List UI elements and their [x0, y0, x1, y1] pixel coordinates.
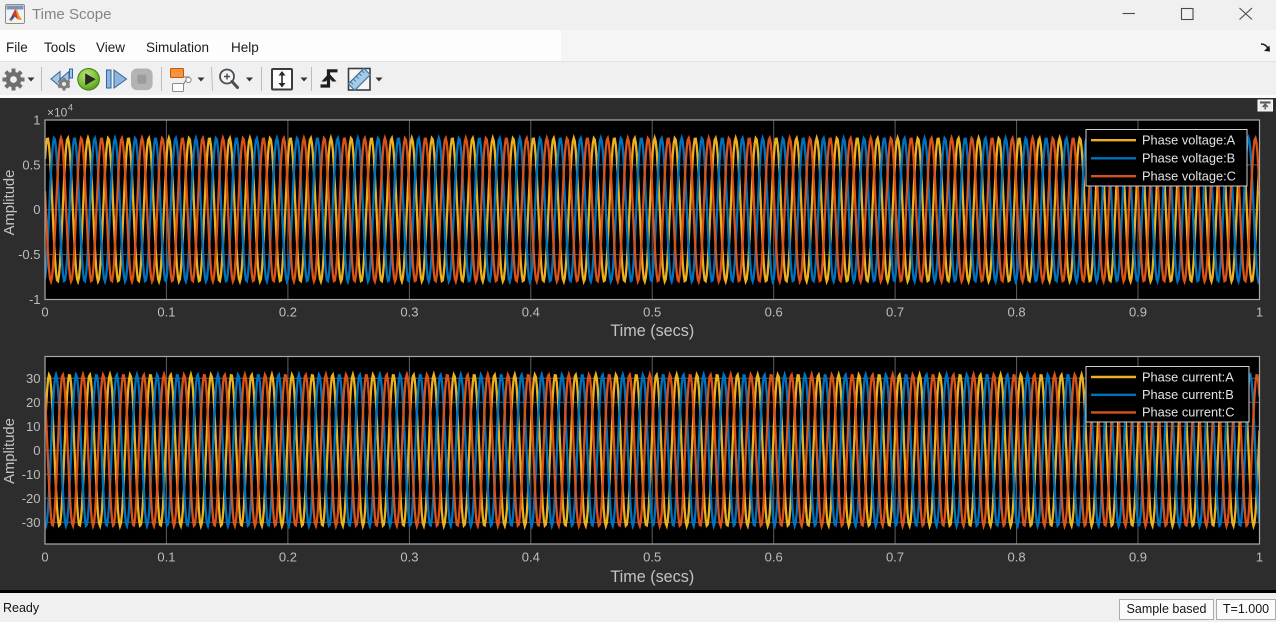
svg-text:0.9: 0.9 [1129, 550, 1147, 565]
svg-text:0.3: 0.3 [400, 550, 418, 565]
svg-text:0: 0 [41, 305, 48, 320]
svg-text:0.4: 0.4 [522, 305, 540, 320]
svg-text:30: 30 [26, 371, 40, 386]
svg-text:0.9: 0.9 [1129, 305, 1147, 320]
svg-text:10: 10 [26, 419, 40, 434]
svg-text:0.6: 0.6 [765, 305, 783, 320]
svg-text:-20: -20 [22, 491, 41, 506]
svg-text:0.2: 0.2 [279, 305, 297, 320]
svg-text:0.1: 0.1 [157, 550, 175, 565]
svg-text:1: 1 [1256, 550, 1263, 565]
svg-text:0.5: 0.5 [643, 305, 661, 320]
svg-text:4: 4 [68, 103, 73, 113]
svg-text:0: 0 [41, 550, 48, 565]
svg-text:0.1: 0.1 [157, 305, 175, 320]
svg-text:0.4: 0.4 [522, 550, 540, 565]
svg-text:0.8: 0.8 [1008, 305, 1026, 320]
svg-text:×10: ×10 [47, 106, 68, 120]
svg-text:Phase voltage:B: Phase voltage:B [1142, 151, 1235, 166]
svg-text:0.8: 0.8 [1008, 550, 1026, 565]
svg-text:-30: -30 [22, 515, 41, 530]
svg-text:Phase current:C: Phase current:C [1142, 405, 1234, 420]
svg-text:Phase voltage:C: Phase voltage:C [1142, 169, 1236, 184]
svg-text:-1: -1 [29, 292, 41, 307]
svg-text:Phase current:A: Phase current:A [1142, 369, 1234, 384]
svg-text:Time (secs): Time (secs) [610, 322, 694, 340]
svg-text:1: 1 [1256, 305, 1263, 320]
svg-text:0.2: 0.2 [279, 550, 297, 565]
svg-text:Time (secs): Time (secs) [610, 568, 694, 586]
svg-text:20: 20 [26, 395, 40, 410]
svg-text:-0.5: -0.5 [18, 247, 40, 262]
svg-text:Amplitude: Amplitude [2, 170, 18, 236]
svg-text:0.7: 0.7 [886, 550, 904, 565]
svg-text:1: 1 [33, 113, 40, 128]
svg-text:0.6: 0.6 [765, 550, 783, 565]
svg-text:Phase voltage:A: Phase voltage:A [1142, 133, 1236, 148]
svg-text:Amplitude: Amplitude [2, 418, 18, 484]
svg-text:0.3: 0.3 [400, 305, 418, 320]
svg-text:0.5: 0.5 [643, 550, 661, 565]
svg-text:0: 0 [33, 443, 40, 458]
svg-text:0.5: 0.5 [22, 157, 40, 172]
svg-text:0: 0 [33, 202, 40, 217]
svg-text:0.7: 0.7 [886, 305, 904, 320]
svg-text:-10: -10 [22, 467, 41, 482]
svg-text:Phase current:B: Phase current:B [1142, 387, 1234, 402]
